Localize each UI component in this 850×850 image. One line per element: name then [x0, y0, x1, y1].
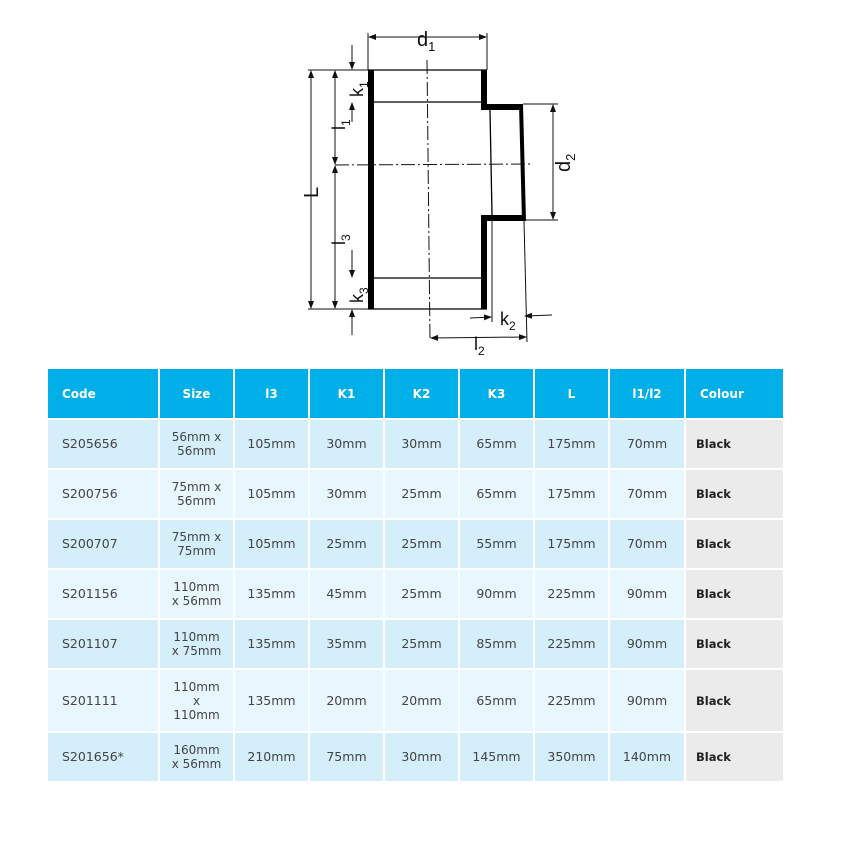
header-k3: K3 [460, 369, 533, 418]
label-d2: d2 [553, 154, 578, 172]
cell-size: 75mm x 56mm [160, 470, 233, 518]
cell-l1-l2: 70mm [610, 520, 684, 568]
cell-l3: 135mm [235, 570, 308, 618]
cell-k1: 45mm [310, 570, 383, 618]
cell-colour: Black [686, 620, 783, 668]
cell-k1: 35mm [310, 620, 383, 668]
cell-k1: 20mm [310, 670, 383, 731]
cell-k2: 30mm [385, 420, 458, 468]
label-l1: l1 [329, 119, 353, 130]
cell-code: S201107 [48, 620, 158, 668]
cell-l1-l2: 90mm [610, 620, 684, 668]
cell-code: S201156 [48, 570, 158, 618]
cell-k3: 65mm [460, 670, 533, 731]
cell-code: S200707 [48, 520, 158, 568]
cell-k3: 85mm [460, 620, 533, 668]
dimension-labels: d1 L k1 l1 l3 k3 d2 k2 l2 [301, 29, 578, 358]
cell-k3: 55mm [460, 520, 533, 568]
cell-L: 225mm [535, 570, 608, 618]
cell-l1-l2: 70mm [610, 420, 684, 468]
dimension-lines [308, 33, 558, 343]
cell-code: S205656 [48, 420, 158, 468]
tee-fitting-diagram: d1 L k1 l1 l3 k3 d2 k2 l2 [301, 29, 578, 358]
header-l1-l2: l1/l2 [610, 369, 684, 418]
cell-k2: 25mm [385, 620, 458, 668]
header-l3: l3 [235, 369, 308, 418]
cell-colour: Black [686, 570, 783, 618]
label-k2: k2 [500, 309, 516, 333]
cell-k3: 90mm [460, 570, 533, 618]
fitting-outline [368, 69, 526, 310]
cell-colour: Black [686, 670, 783, 731]
cell-code: S201656* [48, 733, 158, 781]
table-row: S200707 75mm x 75mm 105mm 25mm 25mm 55mm 175mm… [48, 520, 783, 568]
cell-k2: 20mm [385, 670, 458, 731]
cell-k1: 30mm [310, 470, 383, 518]
table-row: S201111 110mm x 110mm 135mm 20mm 20mm 65mm 225… [48, 670, 783, 731]
cell-size: 110mm x 110mm [160, 670, 233, 731]
cell-colour: Black [686, 420, 783, 468]
cell-code: S200756 [48, 470, 158, 518]
cell-k3: 65mm [460, 420, 533, 468]
cell-k2: 25mm [385, 570, 458, 618]
cell-l1-l2: 90mm [610, 670, 684, 731]
cell-k3: 145mm [460, 733, 533, 781]
cell-l1-l2: 90mm [610, 570, 684, 618]
cell-size: 110mm x 75mm [160, 620, 233, 668]
cell-k2: 25mm [385, 470, 458, 518]
cell-colour: Black [686, 733, 783, 781]
label-l2: l2 [474, 334, 485, 358]
cell-L: 350mm [535, 733, 608, 781]
label-l3: l3 [329, 234, 353, 245]
specification-table: Code Size l3 K1 K2 K3 L l1/l2 Colour S20… [46, 367, 785, 783]
header-k2: K2 [385, 369, 458, 418]
header-code: Code [48, 369, 158, 418]
cell-l3: 105mm [235, 420, 308, 468]
cell-l1-l2: 70mm [610, 470, 684, 518]
cell-l3: 105mm [235, 470, 308, 518]
header-size: Size [160, 369, 233, 418]
table-row: S200756 75mm x 56mm 105mm 30mm 25mm 65mm 175mm… [48, 470, 783, 518]
table-row: S201107 110mm x 75mm 135mm 35mm 25mm 85mm 225m… [48, 620, 783, 668]
cell-L: 175mm [535, 520, 608, 568]
table-header-row: Code Size l3 K1 K2 K3 L l1/l2 Colour [48, 369, 783, 418]
table-row: S205656 56mm x 56mm 105mm 30mm 30mm 65mm 175mm… [48, 420, 783, 468]
cell-L: 175mm [535, 420, 608, 468]
cell-L: 225mm [535, 620, 608, 668]
header-colour: Colour [686, 369, 783, 418]
table-row: S201656* 160mm x 56mm 210mm 75mm 30mm 145mm 35… [48, 733, 783, 781]
cell-k2: 30mm [385, 733, 458, 781]
cell-l1-l2: 140mm [610, 733, 684, 781]
cell-k1: 30mm [310, 420, 383, 468]
cell-l3: 210mm [235, 733, 308, 781]
cell-colour: Black [686, 520, 783, 568]
cell-size: 110mm x 56mm [160, 570, 233, 618]
cell-k1: 75mm [310, 733, 383, 781]
label-d1: d1 [417, 29, 435, 54]
cell-k2: 25mm [385, 520, 458, 568]
cell-L: 225mm [535, 670, 608, 731]
table-row: S201156 110mm x 56mm 135mm 45mm 25mm 90mm 225m… [48, 570, 783, 618]
cell-k3: 65mm [460, 470, 533, 518]
cell-l3: 135mm [235, 670, 308, 731]
cell-l3: 105mm [235, 520, 308, 568]
cell-size: 160mm x 56mm [160, 733, 233, 781]
label-L: L [301, 187, 323, 198]
cell-code: S201111 [48, 670, 158, 731]
centerlines [334, 59, 531, 341]
label-k1: k1 [347, 81, 371, 97]
cell-colour: Black [686, 470, 783, 518]
cell-k1: 25mm [310, 520, 383, 568]
cell-L: 175mm [535, 470, 608, 518]
cell-size: 75mm x 75mm [160, 520, 233, 568]
label-k3: k3 [347, 287, 371, 303]
header-L: L [535, 369, 608, 418]
cell-l3: 135mm [235, 620, 308, 668]
cell-size: 56mm x 56mm [160, 420, 233, 468]
header-k1: K1 [310, 369, 383, 418]
